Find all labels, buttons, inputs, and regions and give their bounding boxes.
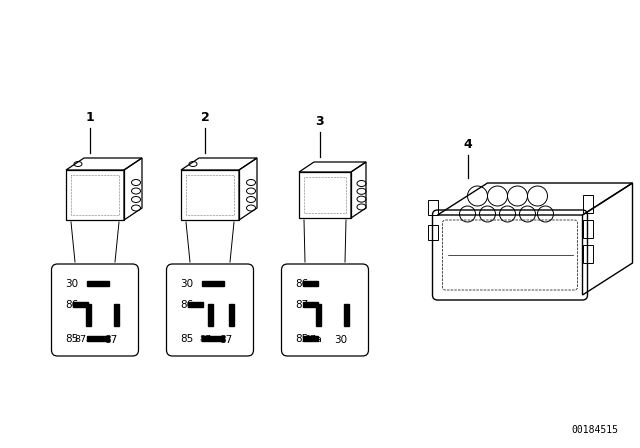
Bar	[114, 304, 119, 326]
Text: 86: 86	[295, 279, 308, 289]
Bar	[428, 225, 438, 240]
Bar	[229, 304, 234, 326]
Text: 87: 87	[199, 335, 211, 344]
Text: 3: 3	[316, 115, 324, 128]
Bar	[582, 195, 593, 213]
Text: 4: 4	[463, 138, 472, 151]
Bar	[303, 336, 318, 341]
Text: 85: 85	[295, 334, 308, 344]
Text: 30: 30	[65, 279, 78, 289]
Text: 87: 87	[220, 335, 232, 345]
Bar	[202, 336, 224, 341]
Text: 2: 2	[200, 111, 209, 124]
Text: 30: 30	[180, 279, 193, 289]
Bar	[303, 281, 318, 286]
Text: 86: 86	[180, 300, 193, 310]
Bar	[316, 304, 321, 326]
Bar	[582, 220, 593, 238]
Bar	[428, 200, 438, 215]
Bar	[188, 302, 203, 307]
Bar	[73, 302, 88, 307]
Text: 00184515: 00184515	[571, 425, 618, 435]
Text: 87a: 87a	[74, 335, 92, 344]
Text: 85: 85	[180, 334, 193, 344]
Bar	[208, 304, 213, 326]
Text: 85: 85	[65, 334, 78, 344]
Bar	[303, 302, 318, 307]
Text: 87: 87	[295, 300, 308, 310]
Text: 87: 87	[104, 335, 118, 345]
Text: 1: 1	[86, 111, 94, 124]
Bar	[202, 281, 224, 286]
Text: 30: 30	[335, 335, 348, 345]
Text: 87a: 87a	[304, 335, 322, 344]
Bar	[582, 245, 593, 263]
Bar	[344, 304, 349, 326]
Bar	[87, 281, 109, 286]
Bar	[86, 304, 91, 326]
Text: 86: 86	[65, 300, 78, 310]
Bar	[87, 336, 109, 341]
